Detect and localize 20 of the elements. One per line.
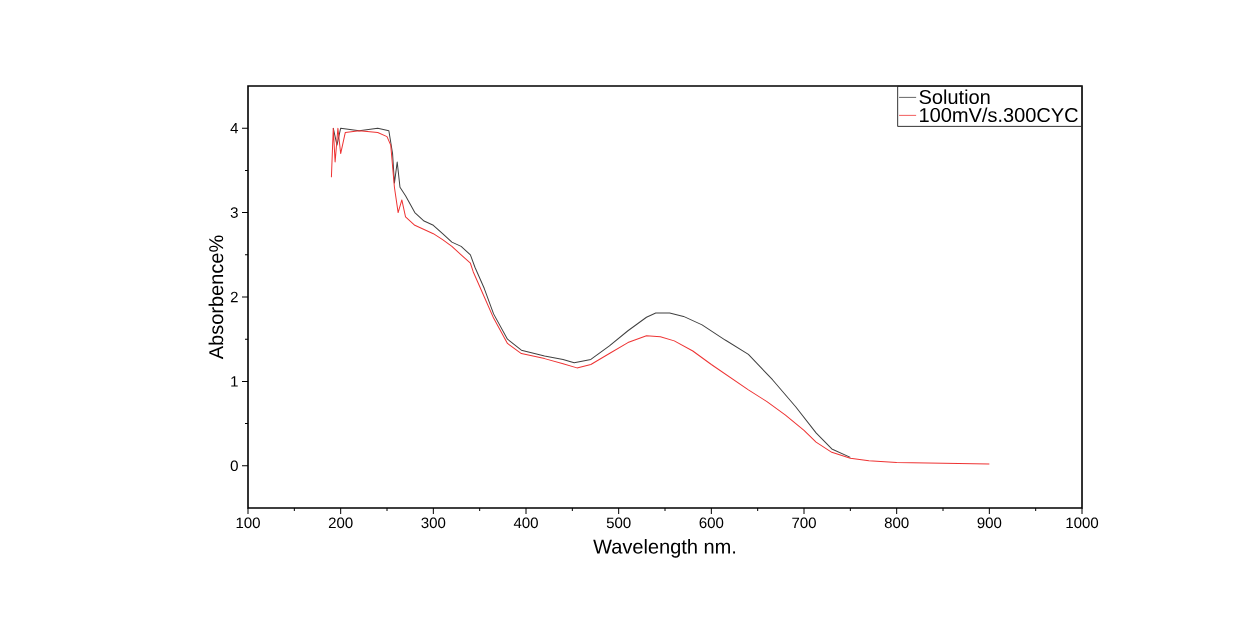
line-series [332,127,851,458]
y-axis-title: Absorbence% [208,235,224,360]
y-tick-label: 3 [230,207,238,218]
legend-label: Solution [919,89,990,105]
x-tick-label: 300 [421,517,446,529]
y-tick-label: 1 [231,376,238,387]
x-tick-label: 500 [606,517,631,529]
legend-label: 100mV/s.300CYC [920,107,1078,123]
x-tick-label: 400 [513,517,538,529]
y-tick-label: 4 [230,123,239,134]
x-tick-label: 800 [884,517,909,529]
x-tick-label: 100 [236,517,260,529]
x-tick-label: 700 [792,517,816,529]
x-tick-label: 900 [977,517,1002,529]
y-tick-label: 2 [230,291,238,303]
x-axis-title: Wavelength nm. [593,539,736,558]
x-tick-label: 600 [699,517,724,529]
x-tick-label: 200 [328,517,353,529]
x-tick-label: 1000 [1066,517,1099,529]
y-tick-label: 0 [230,460,238,472]
